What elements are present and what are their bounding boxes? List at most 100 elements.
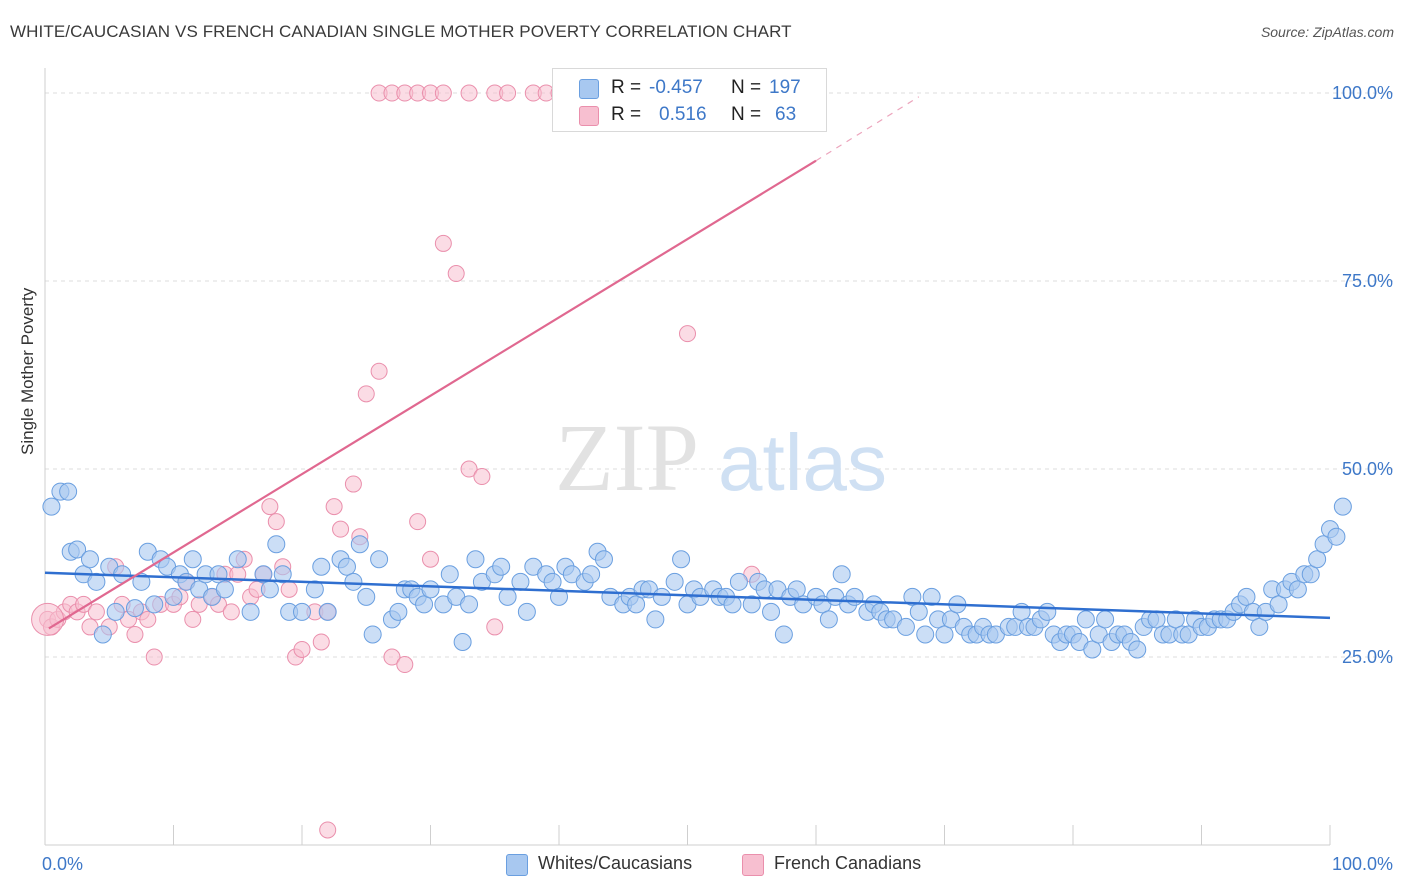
point-white-caucasian xyxy=(594,550,613,569)
point-white-caucasian xyxy=(305,580,324,599)
point-french-canadian xyxy=(139,610,157,628)
point-french-canadian xyxy=(447,265,465,283)
point-white-caucasian xyxy=(903,587,922,606)
point-white-caucasian xyxy=(460,595,479,614)
point-white-caucasian xyxy=(517,602,536,621)
point-white-caucasian xyxy=(273,565,292,584)
y-tick-label: 100.0% xyxy=(1332,83,1393,103)
point-white-caucasian xyxy=(421,580,440,599)
trend-line-french-extension xyxy=(815,96,920,162)
bottom-legend-swatch-blue xyxy=(506,854,528,876)
point-white-caucasian xyxy=(183,550,202,569)
legend-n-label: N = xyxy=(731,104,762,125)
point-white-caucasian xyxy=(1147,610,1166,629)
point-white-caucasian xyxy=(293,602,311,621)
trend-lines xyxy=(44,96,1331,630)
gridlines xyxy=(45,92,1395,658)
watermark-atlas: atlas xyxy=(718,418,887,507)
point-white-caucasian xyxy=(363,625,382,644)
point-white-caucasian xyxy=(80,550,99,569)
point-white-caucasian xyxy=(215,580,234,599)
point-white-caucasian xyxy=(337,557,356,576)
trend-line-french xyxy=(48,159,817,630)
bottom-legend-label: French Canadians xyxy=(774,853,922,873)
point-french-canadian xyxy=(499,84,517,102)
point-white-caucasian xyxy=(241,602,260,621)
point-french-canadian xyxy=(261,498,279,516)
legend-r-value: -0.457 xyxy=(649,77,703,98)
bottom-legend-label: Whites/Caucasians xyxy=(538,853,693,873)
point-white-caucasian xyxy=(42,497,61,516)
point-french-canadian xyxy=(679,325,696,343)
point-white-caucasian xyxy=(59,482,78,501)
point-white-caucasian xyxy=(318,602,337,621)
trend-line-whites xyxy=(44,571,1331,620)
point-white-caucasian xyxy=(543,572,562,591)
point-white-caucasian xyxy=(350,535,369,554)
point-french-canadian xyxy=(422,550,439,568)
point-french-canadian xyxy=(222,603,240,621)
watermark: ZIP atlas xyxy=(555,404,887,511)
point-french-canadian xyxy=(396,656,414,674)
legend-n-value: 197 xyxy=(769,77,801,98)
point-white-caucasian xyxy=(665,572,684,591)
point-white-caucasian xyxy=(1237,587,1256,606)
point-french-canadian xyxy=(293,640,311,658)
x-tick-label: 0.0% xyxy=(42,854,83,874)
point-white-caucasian xyxy=(260,580,279,599)
point-white-caucasian xyxy=(125,599,144,618)
point-white-caucasian xyxy=(1083,640,1102,659)
point-white-caucasian xyxy=(228,550,247,569)
legend-r-label: R = xyxy=(611,104,642,125)
point-french-canadian xyxy=(312,633,330,651)
point-white-caucasian xyxy=(145,595,164,614)
point-white-caucasian xyxy=(582,565,601,584)
point-white-caucasian xyxy=(106,602,125,621)
point-white-caucasian xyxy=(646,610,665,629)
legend-row-french: R = 0.516 N = 63 xyxy=(553,100,826,128)
point-white-caucasian xyxy=(344,572,363,591)
point-white-caucasian xyxy=(1250,617,1269,636)
x-tick-label: 100.0% xyxy=(1332,854,1393,874)
point-white-caucasian xyxy=(819,610,838,629)
watermark-zip: ZIP xyxy=(555,404,699,511)
point-white-caucasian xyxy=(466,550,485,569)
point-white-caucasian xyxy=(498,587,517,606)
point-white-caucasian xyxy=(909,602,928,621)
point-white-caucasian xyxy=(1166,610,1185,629)
point-white-caucasian xyxy=(762,602,781,621)
point-white-caucasian xyxy=(1301,565,1320,584)
point-french-canadian xyxy=(434,84,452,102)
point-white-caucasian xyxy=(787,580,806,599)
point-white-caucasian xyxy=(93,625,112,644)
point-white-caucasian xyxy=(1038,602,1057,621)
point-french-canadian xyxy=(383,648,401,666)
legend-r-value: 0.516 xyxy=(659,104,707,125)
point-white-caucasian xyxy=(550,587,568,606)
point-white-caucasian xyxy=(672,550,691,569)
bottom-legend-swatch-pink xyxy=(742,854,764,876)
point-white-caucasian xyxy=(492,557,511,576)
y-tick-label: 75.0% xyxy=(1342,271,1393,291)
point-white-caucasian xyxy=(511,572,530,591)
point-french-canadian xyxy=(460,84,478,102)
point-white-caucasian xyxy=(68,540,87,559)
point-french-canadian xyxy=(344,475,362,493)
point-french-canadian xyxy=(280,580,298,598)
point-white-caucasian xyxy=(723,595,742,614)
point-white-caucasian xyxy=(440,565,459,584)
legend-n-value: 63 xyxy=(775,104,797,125)
point-white-caucasian xyxy=(922,587,941,606)
point-french-canadian xyxy=(184,610,202,628)
point-white-caucasian xyxy=(389,602,408,621)
point-white-caucasian xyxy=(832,565,851,584)
point-white-caucasian xyxy=(729,572,748,591)
correlation-legend: R = -0.457 N = 197 R = 0.516 N = 63 xyxy=(552,68,827,132)
point-french-canadian xyxy=(357,385,375,403)
point-french-canadian xyxy=(460,460,478,478)
legend-n-label: N = xyxy=(731,77,762,98)
y-axis-label: Single Mother Poverty xyxy=(18,287,37,455)
point-white-caucasian xyxy=(916,625,935,644)
point-white-caucasian xyxy=(164,587,183,606)
